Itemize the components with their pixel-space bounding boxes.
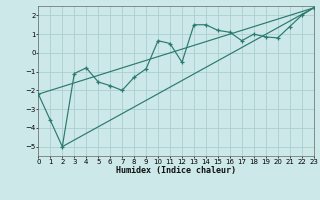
X-axis label: Humidex (Indice chaleur): Humidex (Indice chaleur) [116, 166, 236, 175]
